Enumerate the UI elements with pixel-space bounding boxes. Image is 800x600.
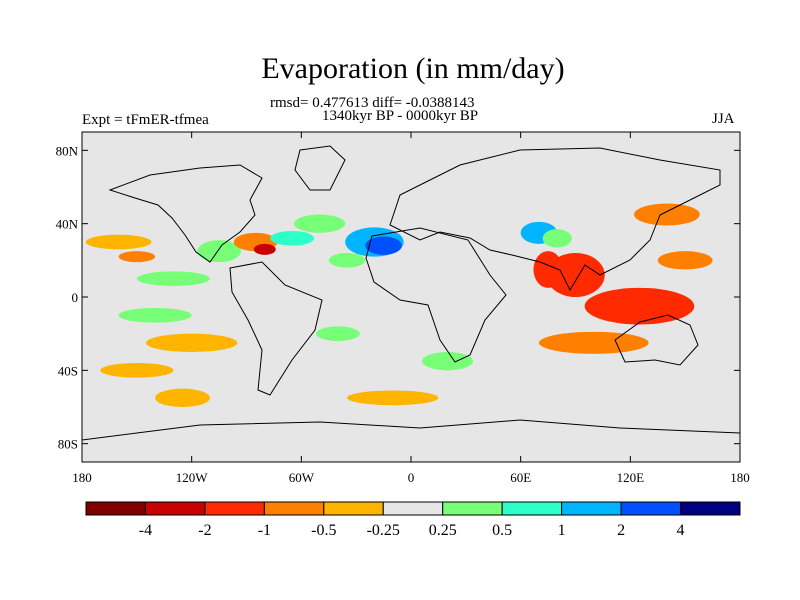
x-tick-label: 60E	[510, 470, 531, 485]
north-america-outline	[108, 164, 263, 263]
anomaly-region	[542, 229, 572, 248]
anomaly-region	[118, 251, 156, 263]
colorbar-label: 4	[677, 522, 685, 539]
greenland-outline	[294, 145, 346, 191]
anomaly-region	[657, 251, 713, 270]
colorbar-swatch	[263, 501, 325, 516]
colorbar-swatch	[680, 501, 741, 516]
colorbar-label: -1	[258, 522, 271, 539]
y-tick-label: 0	[72, 290, 79, 305]
colorbar-swatch	[204, 501, 265, 516]
y-tick-label: 40S	[58, 363, 78, 378]
anomaly-region	[294, 214, 346, 233]
x-tick-label: 0	[408, 470, 415, 485]
colorbar-swatch	[144, 501, 206, 516]
colorbar-label: 0.5	[492, 522, 512, 539]
colorbar-swatch	[620, 501, 682, 516]
x-tick-label: 180	[72, 470, 92, 485]
x-tick-label: 60W	[289, 470, 315, 485]
y-tick-label: 80S	[58, 437, 78, 452]
anomaly-region	[538, 331, 649, 354]
anomaly-regions	[85, 203, 713, 408]
colorbar-swatch	[501, 501, 563, 516]
colorbar-swatch	[561, 501, 622, 516]
x-tick-label: 120E	[617, 470, 645, 485]
anomaly-region	[633, 203, 700, 226]
colorbar-swatch	[323, 501, 384, 516]
anomaly-region	[347, 390, 439, 406]
anomaly-region	[365, 236, 402, 255]
x-tick-label: 180	[730, 470, 750, 485]
colorbar-swatch	[85, 501, 146, 516]
x-axis: 180 120W 60W 0 60E 120E 180	[72, 132, 750, 485]
chart-title: Evaporation (in mm/day)	[261, 52, 565, 85]
anomaly-region	[253, 243, 276, 255]
stats-line: rmsd= 0.477613 diff= -0.0388143	[270, 95, 475, 111]
anomaly-region	[533, 251, 563, 288]
eurasia-outline	[389, 147, 721, 292]
colorbar: -4 -2 -1 -0.5 -0.25 0.25 0.5 1 2 4	[85, 501, 741, 539]
period-line: 1340kyr BP - 0000kyr BP	[322, 108, 479, 124]
colorbar-label: -4	[139, 522, 152, 539]
anomaly-region	[136, 271, 210, 286]
anomaly-region	[118, 308, 192, 323]
colorbar-label: 2	[617, 522, 625, 539]
anomaly-region	[270, 231, 315, 246]
colorbar-swatch	[382, 501, 444, 516]
continent-outlines	[82, 145, 740, 441]
y-tick-label: 40N	[56, 217, 79, 232]
antarctica-outline	[82, 419, 740, 441]
anomaly-region	[421, 352, 474, 371]
season-label: JJA	[712, 111, 735, 127]
colorbar-label: 1	[558, 522, 566, 539]
y-axis: 80N 40N 0 40S 80S	[56, 143, 740, 452]
africa-outline	[365, 227, 507, 363]
x-tick-label: 120W	[176, 470, 209, 485]
anomaly-region	[155, 388, 210, 408]
colorbar-label: -0.25	[367, 522, 400, 539]
colorbar-label: 0.25	[429, 522, 457, 539]
colorbar-swatch	[442, 501, 503, 516]
colorbar-label: -0.5	[311, 522, 336, 539]
anomaly-region	[85, 234, 152, 250]
experiment-label: Expt = tFmER-tfmea	[82, 112, 209, 128]
anomaly-region	[145, 333, 238, 353]
anomaly-region	[328, 253, 366, 268]
anomaly-region	[100, 363, 174, 378]
anomaly-region	[315, 326, 360, 341]
anomaly-region	[197, 240, 242, 263]
south-america-outline	[229, 261, 323, 396]
colorbar-label: -2	[198, 522, 211, 539]
y-tick-label: 80N	[56, 143, 79, 158]
australia-outline	[614, 314, 699, 366]
